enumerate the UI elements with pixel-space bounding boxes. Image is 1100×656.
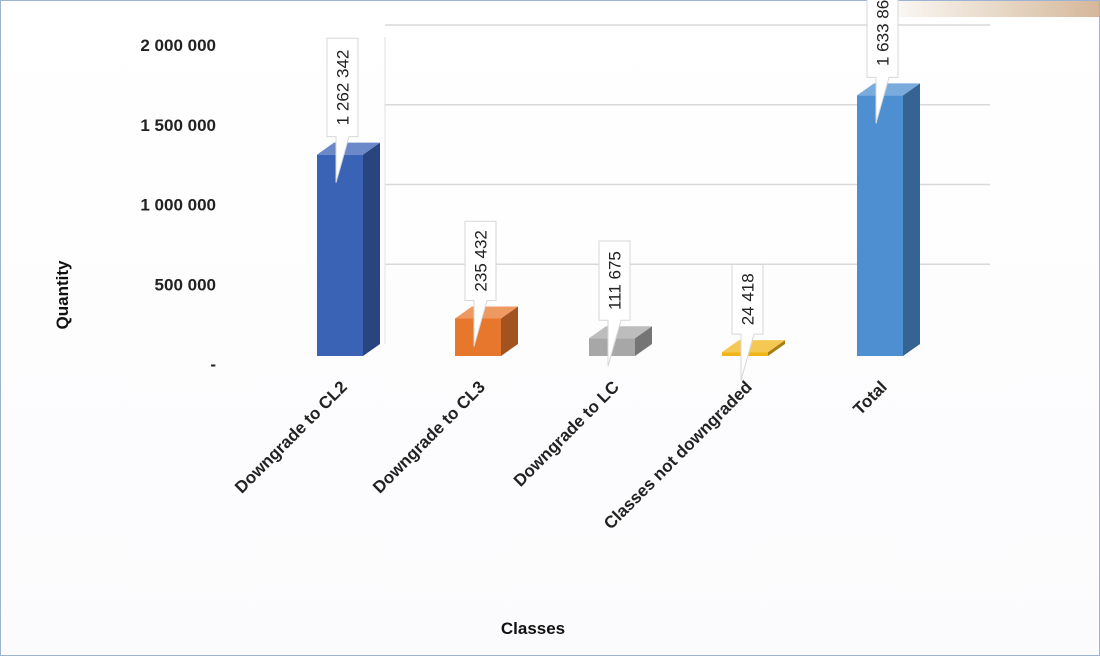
category-label: Classes not downgraded [600,377,756,533]
category-label: Total [850,377,891,418]
x-axis-title: Classes [501,619,565,638]
corner-decoration [869,1,1099,17]
svg-text:235 432: 235 432 [472,230,491,291]
category-label: Downgrade to LC [510,377,623,490]
y-axis-title: Quantity [53,260,72,329]
y-tick-labels: - 500 000 1 000 000 1 500 000 2 000 000 [140,36,216,374]
data-label: 111 675 [598,240,631,367]
data-label: 235 432 [464,220,497,347]
category-labels: Downgrade to CL2 Downgrade to CL3 Downgrad… [231,377,891,533]
data-label: 24 418 [731,264,764,381]
y-tick-label: 1 000 000 [140,196,216,215]
svg-text:24 418: 24 418 [739,273,758,325]
category-label: Downgrade to CL2 [231,377,351,497]
data-labels: 1 262 342 235 432 111 675 24 418 1 633 867 [326,0,899,381]
data-label: 1 262 342 [326,37,359,183]
bar [722,340,785,356]
bars [317,83,920,356]
y-tick-label: 1 500 000 [140,116,216,135]
data-label: 1 633 867 [866,0,899,124]
y-tick-label: 2 000 000 [140,36,216,55]
bar [317,142,380,356]
y-tick-label: 500 000 [155,275,216,294]
y-tick-label: - [210,355,216,374]
bar [455,306,518,356]
svg-text:1 633 867: 1 633 867 [874,0,893,66]
category-label: Downgrade to CL3 [369,377,489,497]
bar [857,83,920,356]
svg-text:1 262 342: 1 262 342 [334,50,353,126]
svg-text:111 675: 111 675 [606,251,625,310]
bar [589,326,652,356]
